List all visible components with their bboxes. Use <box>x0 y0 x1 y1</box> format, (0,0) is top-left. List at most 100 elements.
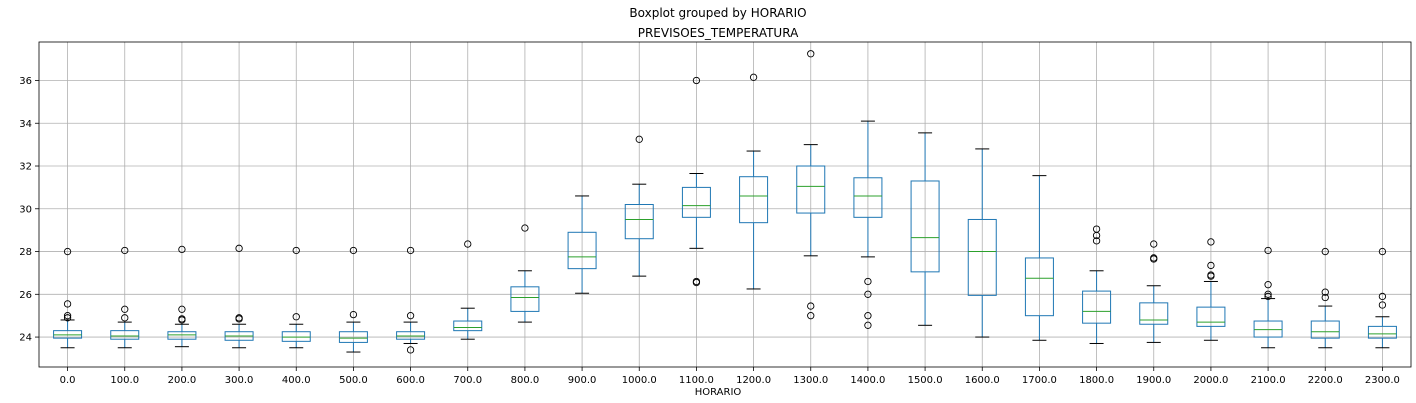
outlier-point <box>292 313 300 321</box>
outlier-point <box>1092 237 1101 245</box>
x-tick-label: 2200.0 <box>1308 375 1343 386</box>
iqr-box <box>1196 306 1226 327</box>
outlier-point <box>692 278 701 287</box>
iqr-box <box>1139 302 1169 325</box>
iqr-box <box>453 320 483 332</box>
outlier-point <box>63 300 72 308</box>
outlier-point <box>406 346 415 354</box>
iqr-box <box>624 204 654 240</box>
box-1600.0 <box>967 148 997 338</box>
outlier-point <box>692 76 701 85</box>
iqr-box <box>110 330 140 340</box>
box-1100.0 <box>681 76 711 287</box>
outlier-point <box>406 312 415 320</box>
iqr-box <box>1310 320 1340 339</box>
iqr-box <box>510 286 540 312</box>
iqr-box <box>796 165 826 214</box>
chart-suptitle: Boxplot grouped by HORARIO <box>629 6 806 20</box>
box-2100.0 <box>1253 246 1283 349</box>
outlier-point <box>521 224 529 232</box>
x-tick-label: 800.0 <box>511 375 540 386</box>
outlier-point <box>1378 292 1387 301</box>
box-900.0 <box>567 195 597 294</box>
x-tick-label: 1600.0 <box>965 375 1000 386</box>
box-300.0 <box>224 244 254 349</box>
outlier-point <box>1321 247 1329 256</box>
box-0.0 <box>53 247 83 349</box>
outlier-point <box>1378 301 1387 309</box>
outlier-point <box>1264 246 1272 255</box>
x-tick-label: 500.0 <box>339 375 368 386</box>
outlier-point <box>63 312 72 320</box>
x-tick-label: 1900.0 <box>1136 375 1171 386</box>
box-100.0 <box>110 246 140 349</box>
y-tick-label: 30 <box>19 204 32 215</box>
outlier-point <box>1150 255 1158 263</box>
outlier-point <box>121 314 129 322</box>
outlier-point <box>1092 231 1101 240</box>
iqr-box <box>967 218 997 296</box>
box-500.0 <box>338 246 368 353</box>
outlier-point <box>1264 281 1272 289</box>
outlier-point <box>807 50 815 58</box>
iqr-box <box>681 186 711 218</box>
box-2000.0 <box>1196 238 1226 341</box>
outlier-point <box>864 312 872 320</box>
outlier-point <box>349 246 358 255</box>
outlier-point <box>178 316 186 324</box>
y-tick-label: 32 <box>19 162 32 173</box>
x-tick-label: 2000.0 <box>1193 375 1228 386</box>
outlier-point <box>464 240 472 248</box>
outlier-point <box>864 290 872 298</box>
x-tick-label: 1200.0 <box>736 375 771 386</box>
outlier-point <box>63 314 72 322</box>
axis-ticks: 24 26 28 30 32 34 36 0.0 100.0 200.0 300.0 400.0 500… <box>19 76 1400 386</box>
outlier-point <box>121 246 129 255</box>
plot-frame <box>38 41 1412 368</box>
x-tick-label: 1000.0 <box>622 375 657 386</box>
box-1300.0 <box>796 50 826 320</box>
box-700.0 <box>453 240 483 340</box>
iqr-box <box>1082 290 1112 324</box>
x-tick-label: 100.0 <box>110 375 139 386</box>
outlier-point <box>235 315 243 323</box>
iqr-box <box>1024 257 1054 317</box>
x-tick-label: 2100.0 <box>1251 375 1286 386</box>
box-1200.0 <box>739 73 769 290</box>
outlier-point <box>1207 272 1215 280</box>
iqr-box <box>910 180 940 273</box>
iqr-box <box>739 176 769 224</box>
box-1800.0 <box>1082 225 1112 344</box>
x-tick-label: 1500.0 <box>908 375 943 386</box>
outlier-point <box>1150 240 1158 248</box>
x-tick-label: 1800.0 <box>1079 375 1114 386</box>
outlier-point <box>807 312 815 320</box>
outlier-point <box>63 247 72 256</box>
iqr-box <box>53 330 83 339</box>
box-1900.0 <box>1139 240 1169 343</box>
box-1000.0 <box>624 135 654 277</box>
box-600.0 <box>396 246 426 354</box>
outlier-point <box>235 244 243 252</box>
grid-lines <box>39 42 1411 367</box>
outlier-point <box>1321 288 1329 296</box>
iqr-box <box>567 231 597 270</box>
y-tick-label: 28 <box>19 247 32 258</box>
iqr-box <box>281 331 311 342</box>
x-tick-label: 1100.0 <box>679 375 714 386</box>
x-tick-label: 1400.0 <box>850 375 885 386</box>
outlier-point <box>807 302 815 310</box>
x-tick-label: 600.0 <box>396 375 425 386</box>
iqr-box <box>1253 320 1283 338</box>
outlier-point <box>864 321 872 329</box>
outlier-point <box>178 305 186 313</box>
box-800.0 <box>510 224 540 323</box>
box-series <box>53 50 1397 354</box>
y-tick-label: 24 <box>19 333 32 344</box>
x-tick-label: 200.0 <box>168 375 197 386</box>
box-2200.0 <box>1310 247 1340 349</box>
outlier-point <box>1207 238 1215 246</box>
x-tick-label: 300.0 <box>225 375 254 386</box>
y-tick-label: 36 <box>19 76 32 87</box>
outlier-point <box>635 135 643 143</box>
